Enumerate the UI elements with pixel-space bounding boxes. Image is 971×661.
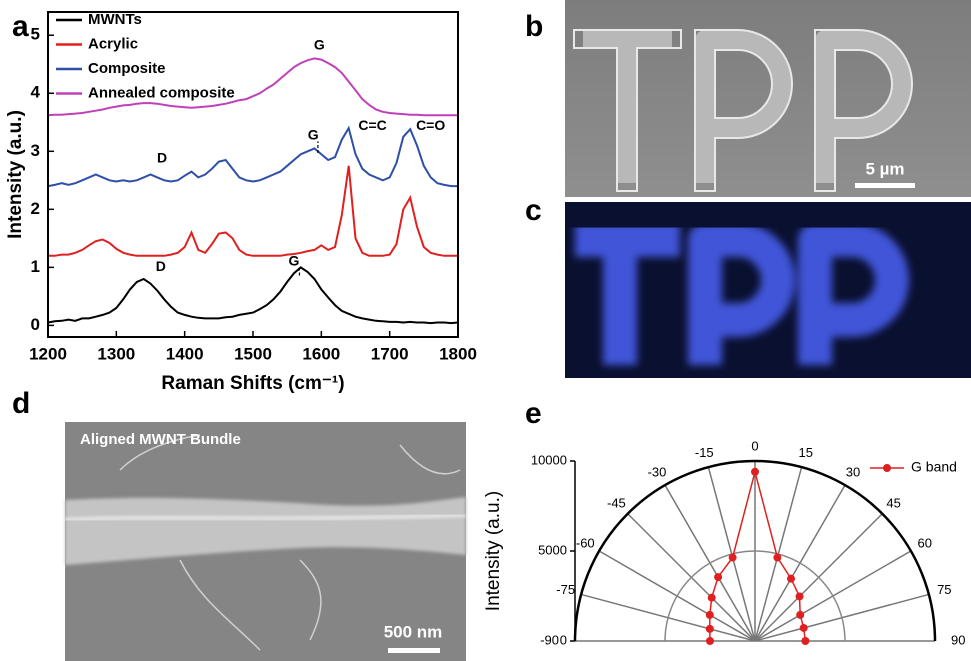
panel-label: e bbox=[525, 397, 542, 430]
data-point bbox=[795, 592, 804, 601]
data-point bbox=[787, 574, 795, 583]
data-point bbox=[705, 624, 714, 633]
x-tick-label: 1200 bbox=[29, 344, 67, 363]
data-point bbox=[799, 623, 808, 632]
image-caption: Aligned MWNT Bundle bbox=[80, 431, 241, 448]
data-point bbox=[705, 610, 714, 619]
angular-tick-label: 75 bbox=[937, 582, 951, 597]
plot-frame bbox=[47, 11, 459, 338]
legend-label: MWNTs bbox=[88, 11, 142, 28]
data-point bbox=[801, 637, 810, 645]
annotation: C=O bbox=[416, 117, 445, 133]
scale-bar-label: 5 µm bbox=[865, 159, 904, 178]
angular-tick-label: 0 bbox=[751, 438, 758, 453]
panel-label: d bbox=[12, 387, 30, 420]
radial-grid-circle bbox=[573, 459, 937, 642]
legend-label: Acrylic bbox=[88, 35, 138, 52]
data-point bbox=[796, 610, 805, 619]
series-line bbox=[47, 57, 458, 117]
data-point bbox=[707, 593, 716, 602]
angular-tick-label: -90 bbox=[540, 632, 559, 647]
y-tick-label: 5000 bbox=[538, 542, 567, 557]
y-axis-label: Intensity (a.u.) bbox=[483, 491, 504, 611]
panel-label: c bbox=[525, 194, 542, 227]
data-point bbox=[706, 637, 714, 645]
legend-label: Composite bbox=[88, 60, 166, 77]
angular-tick-label: 30 bbox=[846, 464, 860, 479]
data-point bbox=[751, 467, 759, 476]
legend-label: G band bbox=[911, 459, 957, 475]
angular-tick-label: -15 bbox=[695, 445, 714, 460]
annotation: C=C bbox=[358, 117, 386, 133]
y-tick-label: 3 bbox=[31, 141, 40, 160]
y-tick-label: 4 bbox=[31, 83, 41, 102]
angular-tick-label: -45 bbox=[607, 495, 626, 510]
annotation: G bbox=[289, 252, 300, 268]
y-tick-label: 0 bbox=[31, 315, 40, 334]
x-tick-label: 1600 bbox=[302, 344, 340, 363]
legend-marker bbox=[883, 464, 891, 472]
annotation: G bbox=[314, 36, 325, 52]
angular-tick-label: -75 bbox=[556, 582, 575, 597]
legend-label: Annealed composite bbox=[88, 84, 235, 101]
annotation: D bbox=[157, 150, 167, 166]
angular-tick-label: -30 bbox=[648, 464, 667, 479]
radial-grid-circle bbox=[664, 550, 846, 642]
data-point bbox=[728, 553, 737, 562]
panel-label: a bbox=[12, 10, 29, 43]
sem-image-d: Aligned MWNT Bundle 500 nm bbox=[64, 422, 467, 661]
sem-image-b: 5 µm bbox=[565, 0, 971, 197]
panel-label: b bbox=[525, 10, 543, 43]
series-line bbox=[48, 165, 458, 257]
y-tick-label: 10000 bbox=[531, 452, 567, 467]
angular-tick-label: 60 bbox=[918, 535, 932, 550]
scale-bar-label: 500 nm bbox=[384, 622, 443, 641]
y-tick-label: 0 bbox=[560, 632, 567, 647]
x-tick-label: 1300 bbox=[97, 344, 135, 363]
y-axis-label: Intensity (a.u.) bbox=[5, 110, 26, 239]
data-point bbox=[773, 553, 782, 562]
x-tick-label: 1500 bbox=[234, 344, 272, 363]
y-tick-label: 2 bbox=[31, 199, 40, 218]
series-line bbox=[47, 125, 458, 188]
x-tick-label: 1800 bbox=[439, 344, 477, 363]
angular-tick-label: -60 bbox=[576, 535, 595, 550]
y-tick-label: 5 bbox=[31, 25, 40, 44]
angular-tick-label: 90 bbox=[951, 632, 965, 647]
series-line bbox=[47, 266, 459, 325]
angular-tick-label: 15 bbox=[798, 445, 812, 460]
fluorescence-image-c bbox=[565, 202, 971, 378]
annotation: G bbox=[308, 126, 319, 142]
x-tick-label: 1700 bbox=[371, 344, 409, 363]
y-tick-label: 1 bbox=[31, 257, 40, 276]
x-axis-label: Raman Shifts (cm⁻¹) bbox=[161, 373, 344, 394]
annotation: D bbox=[156, 258, 166, 274]
data-point bbox=[714, 573, 723, 582]
x-tick-label: 1400 bbox=[166, 344, 204, 363]
angular-tick-label: 45 bbox=[886, 495, 900, 510]
